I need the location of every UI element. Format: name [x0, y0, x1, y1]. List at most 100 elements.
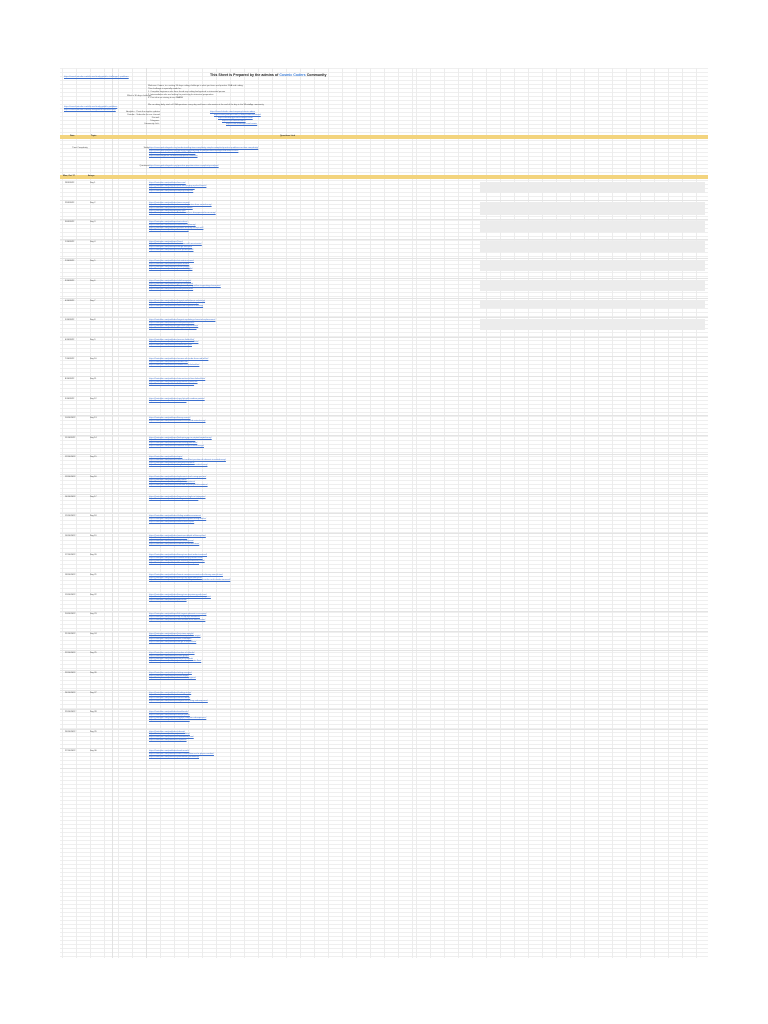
question-link[interactable]: https://leetcode.com/problems/number-of-…	[149, 652, 195, 655]
side-link[interactable]: https://www.leetcode.com/discuss/study-g…	[64, 106, 118, 108]
question-link[interactable]: https://leetcode.com/problems/last-stone…	[149, 632, 194, 635]
question-link[interactable]: https://leetcode.com/problems/search-a-2…	[149, 439, 196, 442]
question-link[interactable]: https://leetcode.com/problems/longest-pa…	[149, 299, 206, 302]
question-link[interactable]: https://leetcode.com/problems/plus-one/	[149, 209, 186, 212]
question-link[interactable]: https://leetcode.com/problems/longest-su…	[149, 285, 221, 288]
question-link[interactable]: https://leetcode.com/problems/copy-list-…	[149, 397, 205, 400]
question-link[interactable]: https://leetcode.com/problems/middle-of-…	[149, 363, 200, 366]
question-link[interactable]: https://leetcode.com/problems/sort-color…	[149, 221, 188, 224]
question-link[interactable]: https://leetcode.com/problems/generate-p…	[149, 324, 199, 327]
prereq-link[interactable]: https://www.geeksforgeeks.org/understand…	[149, 147, 259, 149]
question-link[interactable]: https://leetcode.com/problems/online-sto…	[149, 520, 195, 523]
question-link[interactable]: https://leetcode.com/problems/min-stack/	[149, 478, 187, 481]
question-link[interactable]: https://leetcode.com/problems/binary-sea…	[149, 417, 191, 420]
question-link[interactable]: https://leetcode.com/problems/kth-smalle…	[149, 559, 205, 562]
question-link[interactable]: https://leetcode.com/problems/string-to-…	[149, 327, 197, 330]
question-link[interactable]: https://leetcode.com/problems/kth-larges…	[149, 613, 207, 616]
question-link[interactable]: https://leetcode.com/problems/rotting-or…	[149, 672, 192, 674]
question-link[interactable]: https://leetcode.com/problems/largest-re…	[149, 495, 206, 498]
question-link[interactable]: https://leetcode.com/problems/longest-co…	[149, 716, 207, 719]
question-link[interactable]: https://leetcode.com/problems/find-media…	[149, 618, 206, 621]
question-link[interactable]: https://leetcode.com/problems/minimum-wi…	[149, 304, 204, 307]
question-link[interactable]: https://leetcode.com/problems/merge-k-so…	[149, 640, 197, 643]
question-link[interactable]: https://leetcode.com/problems/palindrome…	[149, 380, 198, 383]
question-link[interactable]: https://leetcode.com/problems/find-all-n…	[149, 212, 216, 215]
question-link[interactable]: https://leetcode.com/problems/word-ladde…	[149, 674, 189, 677]
question-link[interactable]: https://leetcode.com/problems/lowest-com…	[149, 574, 223, 576]
question-link[interactable]: https://leetcode.com/problems/subtree-of…	[149, 542, 200, 545]
question-link[interactable]: https://leetcode.com/problems/valid-anag…	[149, 280, 192, 282]
question-link[interactable]: https://leetcode.com/problems/course-sch…	[149, 657, 194, 660]
question-link[interactable]: https://leetcode.com/problems/sliding-wi…	[149, 515, 202, 518]
question-link[interactable]: https://leetcode.com/problems/longest-in…	[149, 699, 208, 702]
question-link[interactable]: https://leetcode.com/problems/spiral-mat…	[149, 263, 190, 266]
question-link[interactable]: https://leetcode.com/problems/clone-grap…	[149, 655, 189, 658]
question-link[interactable]: https://leetcode.com/problems/add-two-nu…	[149, 383, 195, 386]
question-link[interactable]: https://leetcode.com/problems/linked-lis…	[149, 344, 192, 347]
question-link[interactable]: https://leetcode.com/problems/container-…	[149, 243, 202, 246]
question-link[interactable]: https://leetcode.com/problems/maximum-de…	[149, 534, 206, 537]
question-link[interactable]: https://leetcode.com/problems/combinatio…	[149, 736, 194, 739]
question-link[interactable]: https://leetcode.com/problems/median-of-…	[149, 444, 204, 447]
question-link[interactable]: https://leetcode.com/problems/binary-tre…	[149, 593, 207, 596]
question-link[interactable]: https://leetcode.com/problems/valid-pali…	[149, 288, 194, 291]
question-link[interactable]: https://leetcode.com/problems/implement-…	[149, 476, 207, 478]
question-link[interactable]: https://leetcode.com/problems/reorder-li…	[149, 361, 188, 364]
question-link[interactable]: https://leetcode.com/problems/best-time-…	[149, 184, 207, 187]
question-link[interactable]: https://leetcode.com/problems/surrounded…	[149, 677, 196, 680]
question-link[interactable]: https://leetcode.com/problems/diameter-o…	[149, 562, 200, 565]
question-link[interactable]: https://leetcode.com/problems/intersecti…	[149, 378, 206, 380]
question-link[interactable]: https://leetcode.com/problems/rotate-arr…	[149, 229, 189, 232]
question-link[interactable]: https://leetcode.com/problems/rotate-lis…	[149, 400, 187, 403]
contact-link[interactable]: https://chat.whatsapp.com/cosmic	[226, 123, 258, 125]
question-link[interactable]: https://leetcode.com/problems/n-queens/	[149, 738, 187, 741]
question-link[interactable]: https://leetcode.com/problems/longest-re…	[149, 319, 216, 322]
question-link[interactable]: https://leetcode.com/problems/construct-…	[149, 579, 231, 582]
question-link[interactable]: https://leetcode.com/problems/invert-bin…	[149, 540, 194, 543]
question-link[interactable]: https://leetcode.com/problems/task-sched…	[149, 638, 192, 641]
question-link[interactable]: https://leetcode.com/problems/daily-temp…	[149, 481, 196, 484]
question-link[interactable]: https://leetcode.com/problems/merge-two-…	[149, 341, 199, 344]
question-link[interactable]: https://leetcode.com/problems/house-robb…	[149, 696, 191, 699]
question-link[interactable]: https://leetcode.com/problems/valid-pare…	[149, 321, 195, 324]
question-link[interactable]: https://leetcode.com/problems/letter-com…	[149, 753, 214, 756]
prereq-link[interactable]: https://www.programiz.com/dsa/asymptotic…	[149, 155, 198, 158]
contact-link[interactable]: https://t.me/cosmiccoders	[222, 120, 246, 122]
question-link[interactable]: https://leetcode.com/problems/binary-tre…	[149, 554, 207, 557]
top-link[interactable]: https://www.leetcode.com/discuss/study-g…	[64, 76, 129, 78]
question-link[interactable]: https://leetcode.com/problems/sqrtx/	[149, 456, 183, 459]
community-name[interactable]: Cosmic Coders	[279, 73, 306, 77]
prereq-link[interactable]: https://www.geeksforgeeks.org/practice-q…	[149, 165, 219, 167]
question-link[interactable]: https://leetcode.com/problems/climbing-s…	[149, 691, 192, 694]
question-link[interactable]: https://leetcode.com/problems/same-tree/	[149, 537, 188, 540]
question-link[interactable]: https://leetcode.com/problems/palindrome…	[149, 755, 200, 758]
question-link[interactable]: https://leetcode.com/problems/single-ele…	[149, 464, 208, 467]
question-link[interactable]: https://leetcode.com/problems/path-sum/	[149, 598, 187, 601]
question-link[interactable]: https://leetcode.com/problems/rotate-ima…	[149, 265, 190, 268]
question-link[interactable]: https://leetcode.com/problems/two-sum/	[149, 182, 186, 184]
question-link[interactable]: https://leetcode.com/problems/pacific-at…	[149, 660, 202, 663]
question-link[interactable]: https://leetcode.com/problems/reverse-li…	[149, 338, 195, 341]
question-link[interactable]: https://leetcode.com/problems/k-closest-…	[149, 635, 201, 638]
prereq-link[interactable]: https://www.geeksforgeeks.org/analysis-a…	[149, 149, 239, 152]
question-link[interactable]: https://leetcode.com/problems/binary-tre…	[149, 576, 202, 579]
question-link[interactable]: https://leetcode.com/problems/word-searc…	[149, 750, 190, 753]
question-link[interactable]: https://leetcode.com/problems/implement-…	[149, 517, 207, 520]
question-link[interactable]: https://leetcode.com/problems/validate-b…	[149, 557, 203, 560]
question-link[interactable]: https://leetcode.com/problems/palindromi…	[149, 302, 199, 305]
question-link[interactable]: https://leetcode.com/problems/next-great…	[149, 498, 199, 501]
question-link[interactable]: https://leetcode.com/problems/unique-pat…	[149, 713, 190, 716]
contact-link[interactable]: https://www.linkedin.com/company/cosmicc…	[210, 111, 256, 113]
question-link[interactable]: https://leetcode.com/problems/word-break…	[149, 711, 189, 714]
question-link[interactable]: https://leetcode.com/problems/find-minim…	[149, 436, 212, 439]
question-link[interactable]: https://leetcode.com/problems/product-of…	[149, 226, 204, 229]
question-link[interactable]: https://leetcode.com/problems/contains-d…	[149, 187, 195, 190]
question-link[interactable]: https://leetcode.com/problems/pascals-tr…	[149, 268, 193, 271]
question-link[interactable]: https://leetcode.com/problems/top-k-freq…	[149, 615, 200, 618]
question-link[interactable]: https://leetcode.com/problems/maximum-su…	[149, 223, 196, 226]
question-link[interactable]: https://leetcode.com/problems/3sum/	[149, 240, 183, 243]
question-link[interactable]: https://leetcode.com/problems/koko-eatin…	[149, 442, 198, 445]
question-link[interactable]: https://leetcode.com/problems/coin-chang…	[149, 694, 190, 697]
question-link[interactable]: https://leetcode.com/problems/remove-nth…	[149, 358, 209, 361]
question-link[interactable]: https://leetcode.com/problems/next-permu…	[149, 248, 194, 251]
